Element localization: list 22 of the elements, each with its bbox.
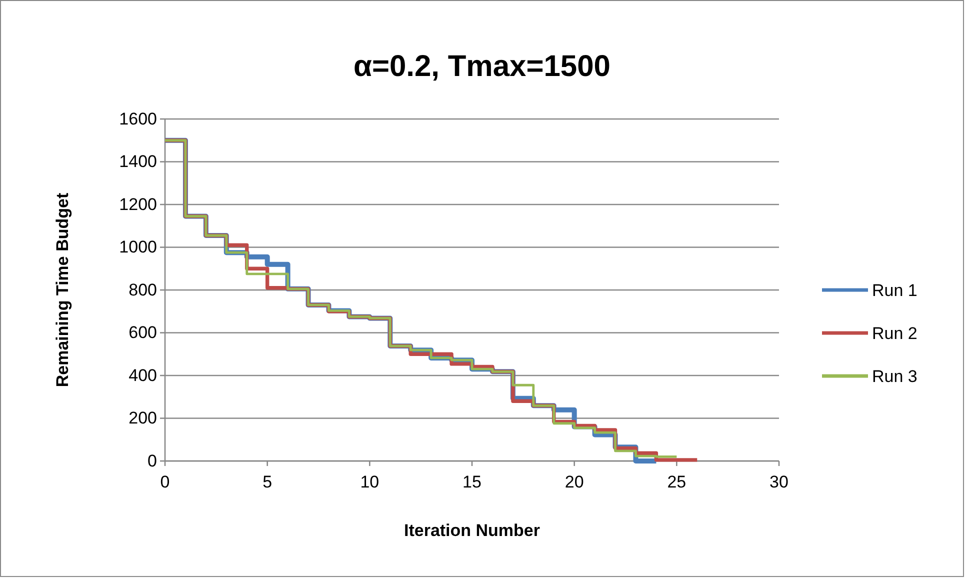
y-tick-label: 1200 — [119, 194, 157, 214]
x-tick-label: 10 — [360, 472, 380, 492]
x-tick-label: 15 — [462, 472, 482, 492]
x-tick-label: 25 — [667, 472, 686, 492]
y-tick-label: 1000 — [119, 238, 157, 257]
legend-label: Run 2 — [872, 324, 918, 343]
x-tick-label: 0 — [160, 472, 170, 492]
legend-label: Run 3 — [872, 367, 918, 386]
y-tick-label: 800 — [128, 280, 157, 300]
y-tick-label: 1600 — [119, 109, 157, 128]
x-tick-label: 5 — [262, 472, 272, 492]
x-axis-title: Iteration Number — [404, 521, 540, 540]
y-tick-label: 1400 — [119, 152, 157, 172]
y-tick-label: 600 — [128, 323, 157, 342]
x-tick-label: 30 — [770, 472, 788, 492]
y-tick-label: 0 — [148, 451, 157, 470]
x-tick-label: 20 — [564, 472, 584, 492]
y-tick-label: 400 — [128, 366, 157, 385]
y-axis-title: Remaining Time Budget — [53, 192, 72, 388]
chart-title: α=0.2, Tmax=1500 — [354, 50, 610, 83]
legend-label: Run 1 — [872, 281, 918, 300]
y-tick-label: 200 — [128, 408, 157, 428]
